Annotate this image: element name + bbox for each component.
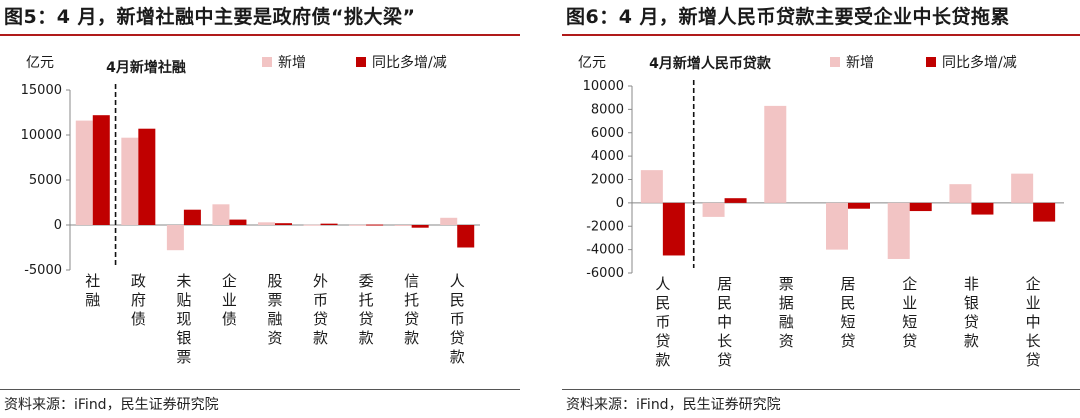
legend-swatch [356,57,366,67]
chart-panel-left: 图5：4 月，新增社融中主要是政府债“挑大梁” 亿元 4月新增社融 新增 同比多增/减… [0,0,520,418]
bar-new [949,184,972,203]
y-axis-label: 亿元 [26,55,54,71]
bar-yoy [1033,202,1056,222]
bar-new [702,202,725,217]
y-tick-label: 10000 [21,128,62,143]
bar-yoy [138,128,156,225]
y-tick-label: 8000 [591,102,624,117]
figure-title: 图5：4 月，新增社融中主要是政府债“挑大梁” [4,6,416,28]
bar-yoy [971,202,994,215]
source-rule [0,389,520,390]
bar-new [887,202,910,259]
legend-label: 新增 [846,55,874,71]
x-tick-label: 居民短贷 [840,275,855,350]
figure-title: 图6：4 月，新增人民币贷款主要受企业中长贷拖累 [566,6,1011,28]
title-rule [562,34,1080,36]
legend-label: 同比多增/减 [372,54,447,71]
bar-new [640,170,663,203]
y-tick-label: -4000 [586,243,624,258]
bar-yoy [724,198,747,203]
bar-new [303,224,321,226]
x-tick-label: 企业债 [222,272,237,328]
bar-new [826,202,848,250]
x-tick-label: 人民币贷款 [450,272,465,366]
y-tick-label: -2000 [586,219,624,234]
bar-yoy [320,223,338,225]
y-tick-label: 5000 [29,173,62,188]
legend-swatch [830,57,840,67]
bar-yoy [457,225,475,248]
bar-new [394,225,412,226]
y-tick-label: 0 [54,218,62,233]
x-tick-label: 股票融资 [267,272,282,347]
bar-new [121,137,139,225]
x-tick-label: 票据融资 [779,275,794,350]
y-tick-label: 6000 [591,126,624,141]
legend-label: 新增 [278,55,306,71]
bar-new [212,204,230,225]
bar-yoy [275,223,292,225]
legend-swatch [926,57,936,67]
y-tick-label: -5000 [24,263,62,278]
bar-yoy [662,202,685,256]
bar-yoy [183,209,201,225]
y-tick-label: 2000 [591,173,624,188]
source-note: 资料来源：iFind，民生证券研究院 [566,397,781,413]
bar-new [1011,173,1034,203]
x-tick-label: 政府债 [131,272,146,328]
legend-label: 同比多增/减 [942,54,1017,71]
x-tick-label: 社融 [85,272,100,309]
bar-yoy [848,202,870,209]
y-axis-label: 亿元 [578,55,606,71]
bar-new [166,225,184,251]
y-tick-label: 0 [616,196,624,211]
bar-yoy [366,224,384,226]
y-tick-label: 4000 [591,149,624,164]
legend-swatch [262,57,272,67]
x-tick-label: 未贴现银票 [176,272,191,366]
chart-title: 4月新增社融 [106,59,186,76]
bar-new [764,105,787,203]
bar-new [349,224,367,226]
bar-yoy [909,202,932,212]
bar-new [440,217,458,225]
chart-panel-right: 图6：4 月，新增人民币贷款主要受企业中长贷拖累 亿元 4月新增人民币贷款 新增 同比… [562,0,1080,418]
x-tick-label: 企业中长贷 [1026,275,1041,369]
source-note: 资料来源：iFind，民生证券研究院 [4,397,219,413]
x-tick-label: 非银贷款 [964,275,979,350]
x-tick-label: 企业短贷 [902,275,917,350]
x-tick-label: 委托贷款 [359,272,374,347]
x-tick-label: 居民中长贷 [717,275,732,369]
bar-new [75,120,93,225]
bar-chart-rmb-loans: 亿元 4月新增人民币贷款 新增 同比多增/减 10000 8000 6000 4000 2000… [578,54,1064,369]
x-tick-label: 外币贷款 [313,272,328,347]
bar-chart-social-financing: 亿元 4月新增社融 新增 同比多增/减 15000 10000 5000 0 -5000 社融政府… [21,54,480,366]
bar-yoy [411,225,429,228]
bar-new [258,222,275,225]
bar-yoy [92,115,110,225]
bar-yoy [229,219,247,225]
y-tick-label: 10000 [583,79,624,94]
x-tick-label: 信托贷款 [404,272,419,347]
x-tick-label: 人民币贷款 [655,275,670,369]
y-tick-label: -6000 [586,266,624,281]
y-tick-label: 15000 [21,83,62,98]
title-rule [0,34,520,36]
source-rule [562,389,1080,390]
chart-title: 4月新增人民币贷款 [649,55,772,72]
